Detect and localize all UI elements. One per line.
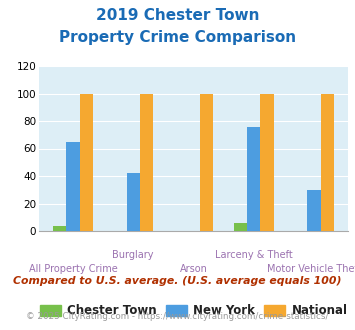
Bar [80, 93, 93, 231]
Text: Arson: Arson [180, 264, 207, 274]
Legend: Chester Town, New York, National: Chester Town, New York, National [35, 300, 352, 322]
Bar [53, 225, 66, 231]
Bar [307, 190, 321, 231]
Bar [247, 126, 260, 231]
Bar [140, 93, 153, 231]
Bar [321, 93, 334, 231]
Text: © 2025 CityRating.com - https://www.cityrating.com/crime-statistics/: © 2025 CityRating.com - https://www.city… [26, 312, 329, 321]
Bar [260, 93, 274, 231]
Text: All Property Crime: All Property Crime [29, 264, 118, 274]
Text: Property Crime Comparison: Property Crime Comparison [59, 30, 296, 45]
Text: 2019 Chester Town: 2019 Chester Town [96, 8, 259, 23]
Bar [200, 93, 213, 231]
Text: Larceny & Theft: Larceny & Theft [215, 250, 293, 260]
Text: Burglary: Burglary [113, 250, 154, 260]
Bar [66, 142, 80, 231]
Bar [127, 173, 140, 231]
Bar [234, 223, 247, 231]
Text: Motor Vehicle Theft: Motor Vehicle Theft [267, 264, 355, 274]
Text: Compared to U.S. average. (U.S. average equals 100): Compared to U.S. average. (U.S. average … [13, 276, 342, 285]
